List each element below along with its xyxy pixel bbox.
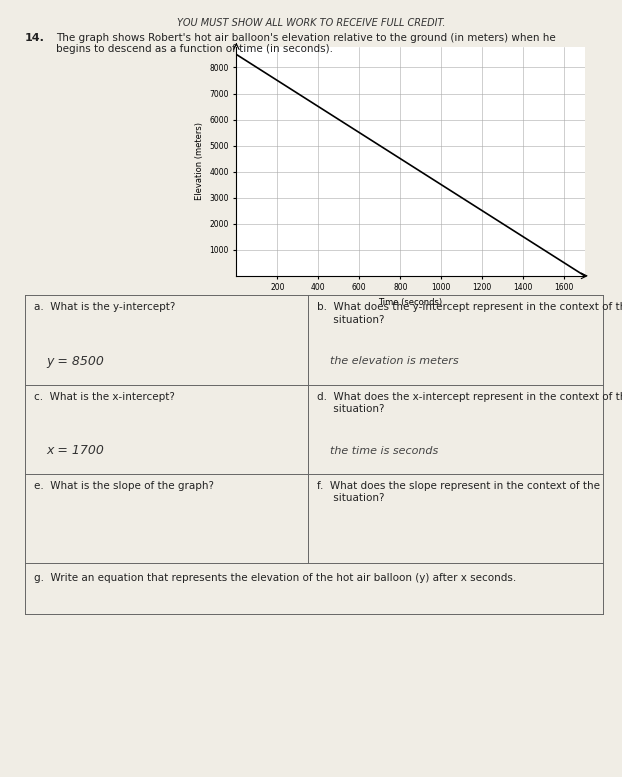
Text: d.  What does the x-intercept represent in the context of the: d. What does the x-intercept represent i… <box>317 392 622 402</box>
Text: 14.: 14. <box>25 33 45 43</box>
Text: c.  What is the x-intercept?: c. What is the x-intercept? <box>34 392 175 402</box>
Text: situation?: situation? <box>317 404 385 414</box>
Text: the elevation is meters: the elevation is meters <box>330 357 458 366</box>
Text: y = 8500: y = 8500 <box>47 355 104 368</box>
Text: YOU MUST SHOW ALL WORK TO RECEIVE FULL CREDIT.: YOU MUST SHOW ALL WORK TO RECEIVE FULL C… <box>177 18 445 28</box>
Text: a.  What is the y-intercept?: a. What is the y-intercept? <box>34 302 175 312</box>
Text: the time is seconds: the time is seconds <box>330 446 438 455</box>
Text: situation?: situation? <box>317 315 385 325</box>
Text: b.  What does the y-intercept represent in the context of the: b. What does the y-intercept represent i… <box>317 302 622 312</box>
Text: The graph shows Robert's hot air balloon's elevation relative to the ground (in : The graph shows Robert's hot air balloon… <box>56 33 555 54</box>
Text: e.  What is the slope of the graph?: e. What is the slope of the graph? <box>34 481 214 491</box>
Text: f.  What does the slope represent in the context of the: f. What does the slope represent in the … <box>317 481 600 491</box>
Text: g.  Write an equation that represents the elevation of the hot air balloon (y) a: g. Write an equation that represents the… <box>34 573 516 583</box>
X-axis label: Time (seconds): Time (seconds) <box>378 298 443 307</box>
Text: x = 1700: x = 1700 <box>47 444 104 457</box>
Y-axis label: Elevation (meters): Elevation (meters) <box>195 122 203 200</box>
Text: situation?: situation? <box>317 493 385 503</box>
